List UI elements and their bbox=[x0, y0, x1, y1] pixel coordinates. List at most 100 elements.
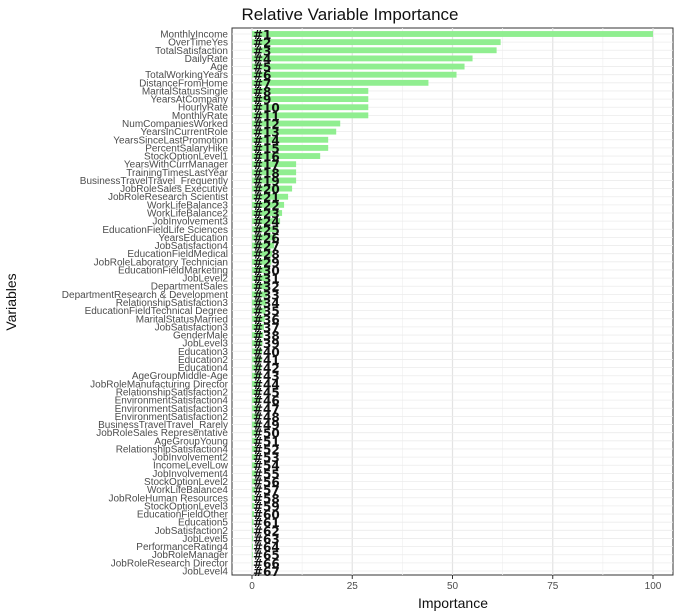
rank-label: #61 bbox=[253, 516, 280, 530]
bar bbox=[252, 348, 263, 355]
category-label: OverTimeYes bbox=[168, 38, 228, 49]
rank-label: #35 bbox=[253, 305, 280, 319]
x-tick-label: 0 bbox=[249, 581, 255, 592]
bar bbox=[252, 234, 277, 241]
category-label: JobLevel3 bbox=[182, 339, 228, 350]
category-label: JobLevel5 bbox=[182, 534, 228, 545]
bar bbox=[252, 494, 255, 501]
rank-label: #54 bbox=[253, 459, 280, 473]
bar bbox=[252, 323, 265, 330]
category-label: DepartmentSales bbox=[151, 282, 228, 293]
rank-label: #17 bbox=[253, 158, 280, 172]
bar bbox=[252, 63, 465, 70]
rank-label: #1 bbox=[253, 28, 271, 42]
rank-label: #51 bbox=[253, 435, 280, 449]
rank-label: #28 bbox=[253, 248, 280, 262]
rank-label: #9 bbox=[253, 93, 271, 107]
rank-label: #25 bbox=[253, 223, 280, 237]
x-tick-label: 75 bbox=[547, 581, 559, 592]
rank-label-layer: #1#2#3#4#5#6#7#8#9#10#11#12#13#14#15#16#… bbox=[253, 28, 280, 579]
category-label: JobRoleLaboratory Technician bbox=[94, 257, 228, 268]
category-label: TotalSatisfaction bbox=[155, 46, 228, 57]
rank-label: #8 bbox=[253, 85, 271, 99]
bar bbox=[252, 88, 369, 94]
bar bbox=[252, 210, 283, 216]
bar bbox=[252, 454, 257, 461]
rank-label: #38 bbox=[253, 329, 280, 343]
category-label: DepartmentResearch & Development bbox=[62, 290, 228, 301]
bar bbox=[252, 397, 260, 404]
rank-label: #63 bbox=[253, 532, 280, 546]
rank-label: #20 bbox=[253, 183, 280, 197]
x-axis-title: Importance bbox=[418, 595, 488, 611]
rank-label: #55 bbox=[253, 467, 280, 481]
rank-label: #59 bbox=[253, 500, 280, 514]
category-label: JobRoleSales Representative bbox=[96, 428, 228, 439]
category-label: MaritalStatusSingle bbox=[142, 86, 229, 97]
category-label: EnvironmentSatisfaction4 bbox=[115, 396, 229, 407]
rank-label: #64 bbox=[253, 541, 280, 555]
bar bbox=[252, 486, 256, 493]
bar bbox=[252, 551, 253, 558]
category-label: Education4 bbox=[178, 363, 228, 374]
category-label: JobRoleManager bbox=[152, 550, 229, 561]
rank-label: #43 bbox=[253, 370, 280, 384]
rank-label: #7 bbox=[253, 77, 271, 91]
bar bbox=[252, 258, 272, 265]
x-tick-label: 50 bbox=[447, 581, 459, 592]
rank-label: #16 bbox=[253, 150, 280, 164]
rank-label: #33 bbox=[253, 288, 280, 302]
bar bbox=[252, 405, 260, 412]
category-label: YearsEducation bbox=[158, 233, 228, 244]
bar bbox=[252, 136, 329, 143]
bar bbox=[252, 250, 273, 257]
category-label: RelationshipSatisfaction2 bbox=[116, 388, 229, 399]
bar bbox=[252, 47, 497, 54]
bar bbox=[252, 315, 265, 322]
rank-label: #18 bbox=[253, 166, 280, 180]
rank-label: #23 bbox=[253, 207, 280, 221]
category-label: EducationFieldTechnical Degree bbox=[85, 306, 229, 317]
category-label: AgeGroupMiddle-Age bbox=[132, 371, 229, 382]
bar bbox=[252, 380, 261, 387]
category-label: Age bbox=[210, 62, 228, 73]
x-tick-layer: 0 25 50 75 100 bbox=[249, 575, 662, 592]
bar bbox=[252, 372, 261, 379]
bar bbox=[252, 185, 293, 192]
bar bbox=[252, 193, 289, 200]
bar bbox=[252, 79, 429, 86]
category-label: EnvironmentSatisfaction2 bbox=[115, 412, 229, 423]
bar bbox=[252, 226, 279, 233]
category-label: BusinessTravelTravel_Frequently bbox=[80, 176, 228, 187]
category-label: RelationshipSatisfaction3 bbox=[116, 298, 229, 309]
rank-label: #67 bbox=[253, 565, 280, 579]
rank-label: #44 bbox=[253, 378, 280, 392]
rank-label: #19 bbox=[253, 174, 280, 188]
bar bbox=[252, 543, 254, 550]
rank-label: #48 bbox=[253, 410, 280, 424]
category-label: HourlyRate bbox=[178, 103, 228, 114]
bar bbox=[252, 478, 256, 485]
category-label: EducationFieldOther bbox=[137, 510, 229, 521]
rank-label: #3 bbox=[253, 44, 271, 58]
bar bbox=[252, 413, 259, 420]
category-label: PercentSalaryHike bbox=[145, 143, 228, 154]
rank-label: #66 bbox=[253, 557, 280, 571]
rank-label: #50 bbox=[253, 427, 280, 441]
category-label: JobLevel4 bbox=[182, 567, 228, 578]
rank-label: #49 bbox=[253, 419, 280, 433]
bar bbox=[252, 39, 501, 46]
bar bbox=[252, 267, 271, 273]
rank-label: #10 bbox=[253, 101, 280, 115]
category-label: JobRoleHuman Resources bbox=[108, 493, 228, 504]
rank-label: #13 bbox=[253, 126, 280, 140]
bar bbox=[252, 462, 257, 469]
category-label: JobInvolvement3 bbox=[152, 217, 228, 228]
rank-label: #24 bbox=[253, 215, 280, 229]
bar bbox=[252, 201, 285, 208]
rank-label: #39 bbox=[253, 337, 280, 351]
rank-label: #36 bbox=[253, 313, 280, 327]
bar bbox=[252, 502, 255, 509]
bar bbox=[252, 307, 266, 314]
